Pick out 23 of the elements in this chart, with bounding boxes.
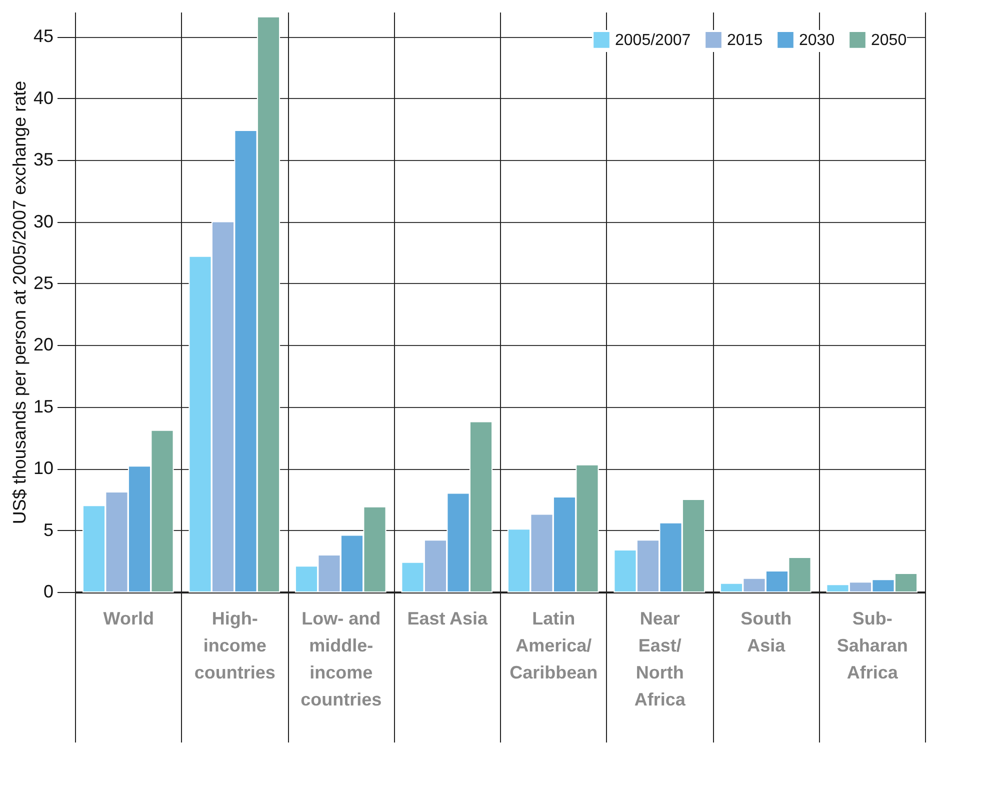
y-tick-label: 30 [33, 211, 54, 232]
x-tick-label: Near East/North Africa [634, 608, 686, 710]
x-tick-label: High-income countries [194, 608, 276, 682]
legend-label: 2030 [799, 32, 835, 49]
y-tick-label: 5 [43, 520, 54, 540]
legend-label: 2050 [871, 32, 907, 49]
y-tick-label: 25 [33, 272, 54, 293]
y-axis-title: US$ thousands per person at 2005/2007 exchange rate [9, 80, 30, 524]
y-tick-label: 0 [43, 582, 54, 602]
y-tick-label: 45 [33, 26, 54, 46]
x-tick-label: Low- and middle-income countries [300, 608, 382, 710]
x-tick-label: Sub-Saharan Africa [836, 608, 908, 682]
y-tick-label: 20 [33, 334, 54, 355]
y-tick-label: 35 [33, 150, 54, 170]
x-tick-label: World [103, 608, 154, 628]
legend-label: 2015 [727, 32, 763, 49]
y-tick-label: 40 [33, 88, 54, 108]
x-tick-label: South Asia [740, 608, 792, 656]
y-tick-label: 10 [33, 458, 54, 478]
x-tick-label: Latin America/Caribbean [510, 608, 598, 682]
x-tick-label: East Asia [407, 608, 489, 628]
y-tick-label: 15 [33, 396, 54, 416]
legend-label: 2005/2007 [615, 32, 691, 49]
